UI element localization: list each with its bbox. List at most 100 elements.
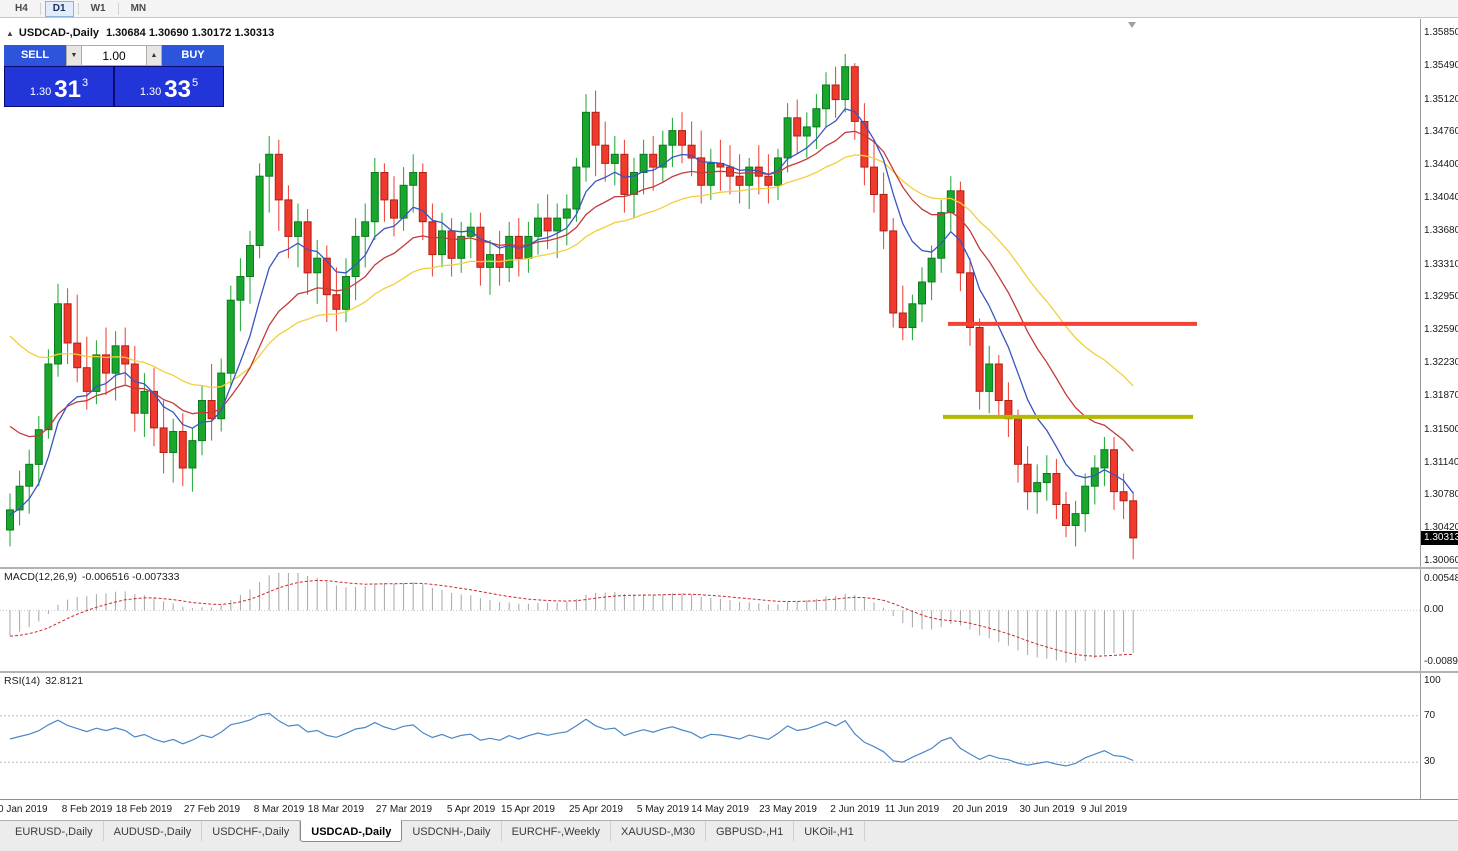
timeframe-button-w1[interactable]: W1 xyxy=(90,2,106,14)
price-scale-label: 1.32230 xyxy=(1424,357,1458,368)
sell-price-base: 1.30 xyxy=(29,86,52,98)
rsi-scale[interactable]: 100 70 30 xyxy=(1421,673,1458,799)
date-label: 20 Jun 2019 xyxy=(952,804,1008,815)
price-scale-label: 1.35120 xyxy=(1424,94,1458,105)
price-scale-label: 1.34400 xyxy=(1424,159,1458,170)
price-scale-label: 1.35490 xyxy=(1424,60,1458,71)
buy-price-big: 33 xyxy=(164,76,191,103)
macd-values: -0.006516 -0.007333 xyxy=(81,571,180,583)
buy-button[interactable]: BUY xyxy=(162,45,224,66)
price-scale-label: 1.32950 xyxy=(1424,291,1458,302)
date-label: 25 Apr 2019 xyxy=(569,804,623,815)
rsi-scale-label: 30 xyxy=(1424,756,1436,767)
trade-prices-row: 1.30 31 3 1.30 33 5 xyxy=(4,66,224,107)
timeframe-toolbar: H4 D1 W1 MN xyxy=(0,0,1458,18)
chart-tab[interactable]: UKOil-,H1 xyxy=(794,821,865,841)
candlestick-chart xyxy=(6,54,1197,560)
date-label: 8 Feb 2019 xyxy=(61,804,113,815)
macd-indicator-panel: MACD(12,26,9) -0.006516 -0.007333 0.00548… xyxy=(0,569,1458,673)
trade-controls-row: SELL ▼ ▲ BUY xyxy=(4,45,224,66)
macd-scale-label: -0.008977 xyxy=(1424,656,1458,667)
current-price-badge: 1.30313 xyxy=(1421,531,1458,545)
macd-scale-label: 0.005484 xyxy=(1424,573,1458,584)
toolbar-separator xyxy=(77,2,79,15)
date-label: 30 Jun 2019 xyxy=(1019,804,1075,815)
rsi-indicator-panel: RSI(14) 32.8121 100 70 30 xyxy=(0,673,1458,800)
chart-tab[interactable]: AUDUSD-,Daily xyxy=(104,821,203,841)
price-scale-label: 1.30780 xyxy=(1424,489,1458,500)
date-label: 14 May 2019 xyxy=(691,804,749,815)
chart-tab[interactable]: GBPUSD-,H1 xyxy=(706,821,795,841)
date-label: 23 May 2019 xyxy=(759,804,817,815)
macd-scale-label: 0.00 xyxy=(1424,604,1444,615)
rsi-scale-label: 70 xyxy=(1424,710,1436,721)
date-label: 5 Apr 2019 xyxy=(446,804,496,815)
macd-name: MACD(12,26,9) xyxy=(4,571,77,583)
macd-label: MACD(12,26,9) -0.006516 -0.007333 xyxy=(4,571,179,583)
price-scale-label: 1.31500 xyxy=(1424,424,1458,435)
rsi-scale-label: 100 xyxy=(1424,675,1441,686)
date-label: 5 May 2019 xyxy=(636,804,690,815)
chart-tab[interactable]: USDCNH-,Daily xyxy=(402,821,502,841)
price-chart-plot[interactable]: ▲ USDCAD-,Daily 1.30684 1.30690 1.30172 1.… xyxy=(0,19,1421,567)
rsi-value: 32.8121 xyxy=(45,675,84,687)
date-label: 11 Jun 2019 xyxy=(884,804,940,815)
triangle-up-icon: ▲ xyxy=(150,52,158,59)
bottom-band xyxy=(0,844,1458,851)
chart-tab[interactable]: XAUUSD-,M30 xyxy=(611,821,706,841)
chart-ohlc-values: 1.30684 1.30690 1.30172 1.30313 xyxy=(106,27,275,39)
macd-plot[interactable]: MACD(12,26,9) -0.006516 -0.007333 xyxy=(0,569,1421,671)
sell-button[interactable]: SELL xyxy=(4,45,66,66)
chart-tab[interactable]: USDCHF-,Daily xyxy=(202,821,301,841)
macd-chart xyxy=(0,572,1420,663)
chart-shift-marker[interactable] xyxy=(1128,22,1136,28)
timeframe-button-mn[interactable]: MN xyxy=(130,2,147,14)
buy-price-base: 1.30 xyxy=(139,86,162,98)
date-label: 18 Mar 2019 xyxy=(307,804,365,815)
toolbar-separator xyxy=(39,2,41,15)
chart-tab[interactable]: USDCAD-,Daily xyxy=(300,820,403,842)
price-scale-label: 1.32590 xyxy=(1424,324,1458,335)
price-scale-label: 1.35850 xyxy=(1424,27,1458,38)
price-scale-label: 1.31140 xyxy=(1424,457,1458,468)
price-scale-label: 1.34760 xyxy=(1424,126,1458,137)
main-chart-panel: ▲ USDCAD-,Daily 1.30684 1.30690 1.30172 1.… xyxy=(0,19,1458,569)
volume-increase-button[interactable]: ▲ xyxy=(146,45,162,66)
buy-price-display[interactable]: 1.30 33 5 xyxy=(115,67,223,106)
macd-scale[interactable]: 0.005484 0.00 -0.008977 xyxy=(1421,569,1458,671)
price-scale-label: 1.30060 xyxy=(1424,555,1458,566)
price-scale-label: 1.34040 xyxy=(1424,192,1458,203)
rsi-plot[interactable]: RSI(14) 32.8121 xyxy=(0,673,1421,799)
volume-input[interactable] xyxy=(82,45,146,66)
timeframe-button-d1[interactable]: D1 xyxy=(44,0,74,17)
price-scale[interactable]: 1.35850 1.35490 1.35120 1.34760 1.34400 1.340… xyxy=(1421,19,1458,567)
date-label: 27 Mar 2019 xyxy=(375,804,433,815)
buy-price-pipette: 5 xyxy=(192,77,199,89)
sell-price-pipette: 3 xyxy=(82,77,89,89)
price-scale-label: 1.31870 xyxy=(1424,390,1458,401)
chart-tab[interactable]: EURUSD-,Daily xyxy=(5,821,104,841)
chart-tab-bar: EURUSD-,Daily AUDUSD-,Daily USDCHF-,Daily U… xyxy=(0,820,1458,844)
toolbar-separator xyxy=(117,2,119,15)
sell-price-display[interactable]: 1.30 31 3 xyxy=(5,67,113,106)
sell-price-big: 31 xyxy=(54,76,81,103)
chart-ohlc-header: ▲ USDCAD-,Daily 1.30684 1.30690 1.30172 1.… xyxy=(6,27,274,39)
date-label: 2 Jun 2019 xyxy=(830,804,880,815)
one-click-collapse-icon[interactable]: ▲ xyxy=(6,29,14,38)
triangle-down-icon: ▼ xyxy=(70,52,78,59)
price-scale-label: 1.33310 xyxy=(1424,259,1458,270)
chart-tab[interactable]: EURCHF-,Weekly xyxy=(502,821,611,841)
date-label: 15 Apr 2019 xyxy=(501,804,555,815)
rsi-chart xyxy=(0,712,1420,767)
date-label: 18 Feb 2019 xyxy=(115,804,173,815)
date-label: 9 Jul 2019 xyxy=(1080,804,1128,815)
volume-decrease-button[interactable]: ▼ xyxy=(66,45,82,66)
date-label: 8 Mar 2019 xyxy=(253,804,305,815)
chart-symbol-label: USDCAD-,Daily xyxy=(18,27,99,39)
rsi-name: RSI(14) xyxy=(4,675,41,687)
price-scale-label: 1.30420 xyxy=(1424,522,1458,533)
timeframe-button-h4[interactable]: H4 xyxy=(15,2,28,14)
